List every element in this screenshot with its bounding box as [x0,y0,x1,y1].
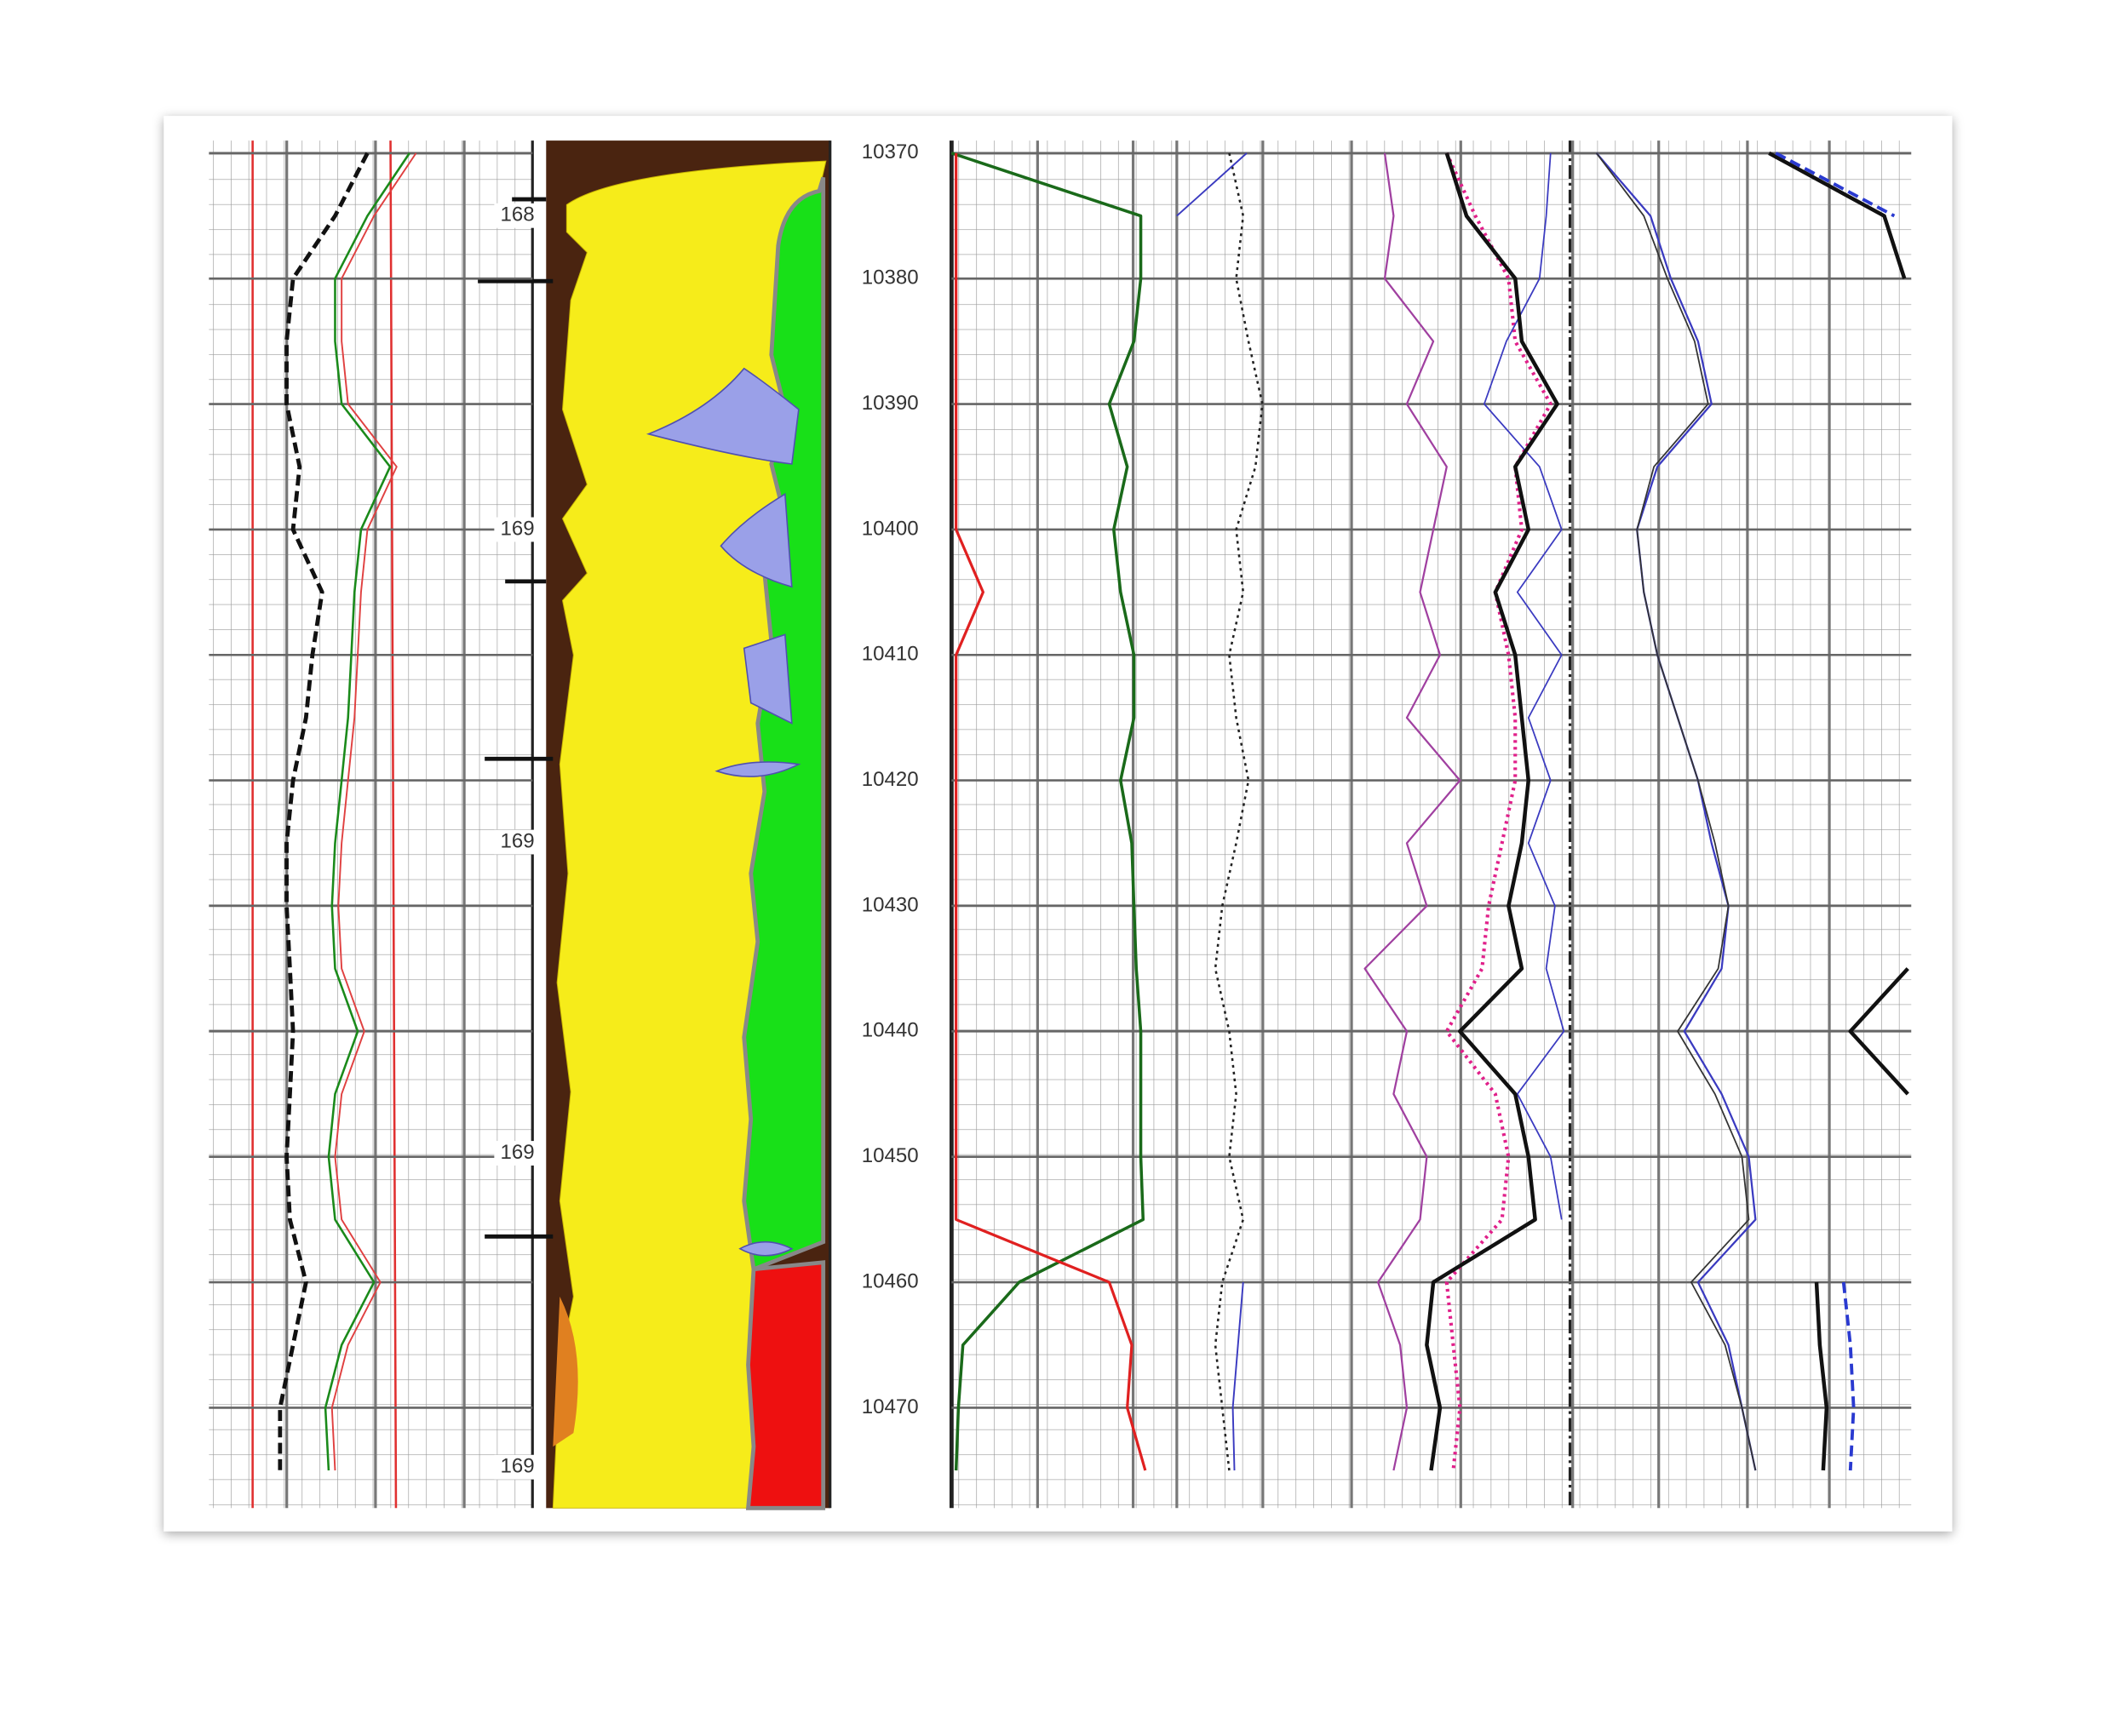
mixed-lithology [553,1296,578,1447]
label-bg [494,829,541,855]
log-curve [1176,152,1248,1471]
depth-label: 10410 [862,643,919,666]
marker-label: 169 [501,1455,535,1478]
marker-label: 168 [501,203,535,226]
log-curve [955,152,1147,1471]
grids [209,140,1912,1509]
depth-label: 10420 [862,768,919,791]
track-grid [951,140,1912,1509]
limestone [646,367,801,1257]
scale-line [251,140,398,1509]
depth-label: 10430 [862,893,919,916]
label-bg [494,1454,541,1480]
depth-label: 10440 [862,1019,919,1042]
log-curve [1214,152,1264,1471]
decorations [251,140,1572,1509]
label-bg [494,517,541,542]
major-grid [209,152,1912,1409]
marker-label: 169 [501,517,535,540]
log-curve [1444,152,1552,1471]
depth-label: 10390 [862,392,919,415]
depth-label: 10400 [862,517,919,540]
labels: 10370 10380 10390 10400 10410 10420 10430 10440… [494,140,919,1480]
curves [278,151,1909,1471]
log-curve [1425,152,1559,1471]
log-curve [1363,152,1461,1471]
depth-label: 10470 [862,1395,919,1418]
depth-label: 10370 [862,140,919,163]
depth-label: 10380 [862,266,919,289]
marker-label: 169 [501,1141,535,1164]
log-curve [1768,151,1909,1471]
track-grid [209,140,533,1509]
major-vertical-grid [285,140,1831,1509]
log-curve [1775,152,1896,1471]
log-curve [950,152,1145,1471]
depth-label: 10450 [862,1144,919,1167]
hydrocarbon-fill [745,1260,826,1510]
log-curve [1595,152,1757,1471]
label-bg [494,203,541,228]
marker-label: 169 [501,829,535,852]
label-bg [494,1141,541,1166]
log-curve [1483,152,1565,1220]
log-curve [330,152,417,1471]
log-curve [1595,152,1757,1471]
log-curve [324,152,410,1471]
lithology-track [546,140,830,1510]
marker-ticks [478,197,554,1239]
depth-label: 10460 [862,1269,919,1292]
log-curve [278,152,370,1471]
